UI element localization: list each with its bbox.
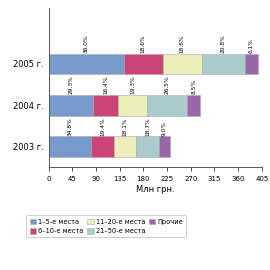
X-axis label: Млн грн.: Млн грн. [136, 185, 175, 194]
Text: 34.8%: 34.8% [67, 117, 72, 136]
Text: 18.7%: 18.7% [145, 117, 150, 136]
Bar [93, 95, 118, 116]
Bar [202, 54, 245, 74]
Bar [49, 95, 93, 116]
Bar [124, 54, 163, 74]
Text: 18.1%: 18.1% [123, 117, 128, 136]
Text: 18.6%: 18.6% [141, 34, 146, 53]
Text: 19.4%: 19.4% [100, 117, 105, 136]
Text: 29.3%: 29.3% [68, 75, 73, 94]
Bar [187, 95, 200, 116]
Bar [245, 54, 258, 74]
Text: 19.3%: 19.3% [130, 75, 135, 94]
Bar [159, 136, 170, 157]
Bar [136, 136, 159, 157]
Bar [49, 54, 124, 74]
Text: 20.8%: 20.8% [221, 34, 226, 53]
Bar [147, 95, 187, 116]
Text: 16.4%: 16.4% [103, 76, 108, 94]
Bar [49, 136, 91, 157]
Bar [118, 95, 147, 116]
Text: 18.6%: 18.6% [180, 34, 185, 53]
Bar [91, 136, 114, 157]
Bar [163, 54, 202, 74]
Legend: 1–5-е места, 6–10-е места, 11–20-е места, 21–50-е места, Прочие: 1–5-е места, 6–10-е места, 11–20-е места… [26, 215, 186, 238]
Text: 36.0%: 36.0% [84, 34, 89, 53]
Text: 26.5%: 26.5% [165, 75, 170, 94]
Text: 6.1%: 6.1% [249, 38, 254, 53]
Text: 8.5%: 8.5% [191, 79, 196, 94]
Bar [114, 136, 136, 157]
Text: 9.0%: 9.0% [162, 120, 167, 136]
